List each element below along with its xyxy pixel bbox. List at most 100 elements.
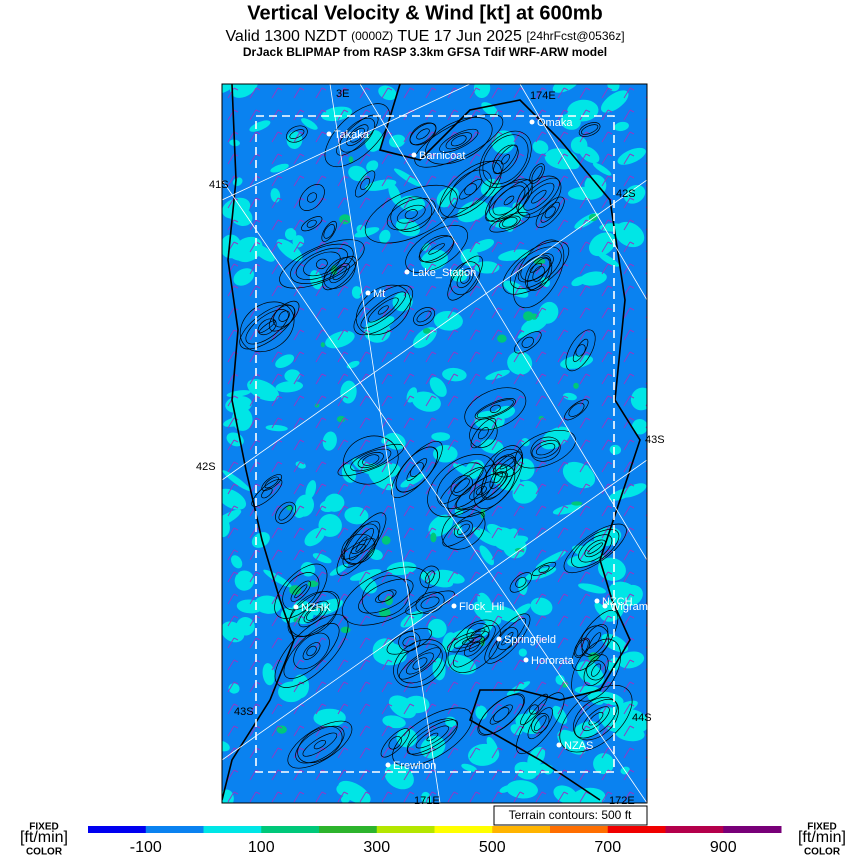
updraft-area <box>630 387 647 411</box>
contour-line <box>293 632 330 670</box>
wind-barb <box>359 681 371 693</box>
wind-barb <box>337 219 349 231</box>
contour-line <box>591 663 602 677</box>
updraft-area <box>614 121 629 132</box>
wind-barb <box>293 241 305 253</box>
wind-barb <box>403 329 415 341</box>
contour-line <box>416 128 430 140</box>
updraft-area <box>351 286 362 299</box>
updraft-area <box>291 674 310 699</box>
wind-barb <box>271 219 283 231</box>
colorbar-side-label: COLOR <box>26 847 63 858</box>
utc-time: (0000Z) <box>351 29 393 43</box>
contour-line <box>588 632 602 649</box>
updraft-area <box>500 528 518 548</box>
wind-barb <box>403 571 415 583</box>
wind-barb <box>557 131 569 143</box>
wind-barb <box>469 153 481 165</box>
updraft-area <box>313 708 346 727</box>
contour-line <box>450 475 473 497</box>
contour-line <box>445 132 472 150</box>
updraft-area <box>517 318 544 339</box>
contour-line <box>398 631 421 652</box>
wind-barb <box>337 703 349 715</box>
wind-barb <box>623 417 635 429</box>
contour-line <box>406 458 428 481</box>
wind-barb <box>535 395 547 407</box>
contour-line <box>282 572 320 611</box>
wind-barb <box>535 505 547 517</box>
contour-line <box>517 253 554 283</box>
wind-barb <box>425 505 437 517</box>
contour-line <box>492 448 523 478</box>
wind-barb <box>535 549 547 561</box>
longitude-line <box>519 84 647 301</box>
wind-barb <box>293 791 305 803</box>
colorbar-swatch <box>203 826 262 833</box>
wind-barb <box>271 285 283 297</box>
wind-barb <box>271 571 283 583</box>
contour-line <box>424 570 435 584</box>
contour-line <box>459 179 483 200</box>
updraft-area <box>493 405 516 420</box>
contour-line <box>413 307 436 326</box>
wind-barb <box>535 109 547 121</box>
valid-time: Valid 1300 NZDT <box>225 28 347 45</box>
wind-barb <box>557 219 569 231</box>
map <box>222 84 647 803</box>
place-marker <box>451 603 457 609</box>
updraft-area <box>530 597 553 616</box>
wind-barb <box>293 527 305 539</box>
contour-line <box>449 169 492 209</box>
wind-barb <box>425 307 437 319</box>
updraft-area <box>584 174 607 197</box>
wind-barb <box>271 659 283 671</box>
wind-barb <box>557 549 569 561</box>
wind-barb <box>579 681 591 693</box>
updraft-area <box>457 200 489 223</box>
contour-line <box>426 732 439 742</box>
contour-line <box>446 630 490 653</box>
updraft-area <box>608 581 637 604</box>
wind-barb <box>425 703 437 715</box>
wind-barb <box>359 241 371 253</box>
wind-barb <box>579 351 591 363</box>
wind-barb <box>403 505 415 517</box>
wind-barb <box>293 549 305 561</box>
updraft-area <box>506 780 538 799</box>
contour-line <box>565 329 596 372</box>
contour-line <box>303 251 341 277</box>
contour-line <box>402 636 417 647</box>
contour-line <box>499 456 516 470</box>
wind-barb <box>491 373 503 385</box>
wind-barb <box>425 527 437 539</box>
place-label: NZHK <box>301 602 332 614</box>
contour-line <box>274 563 328 619</box>
wind-barb <box>249 197 261 209</box>
wind-barb <box>271 703 283 715</box>
contour-line <box>527 257 551 290</box>
wind-barb <box>623 219 635 231</box>
contour-line <box>581 624 609 657</box>
contour-line <box>515 429 576 469</box>
wind-barb <box>469 329 481 341</box>
updraft-area <box>582 660 597 677</box>
updraft-area <box>393 168 421 187</box>
wind-barb <box>425 615 437 627</box>
updraft-area <box>592 162 612 176</box>
contour-line <box>261 487 273 499</box>
contour-line <box>290 580 311 602</box>
wind-barb <box>513 241 525 253</box>
wind-barb <box>579 87 591 99</box>
wind-barb <box>491 505 503 517</box>
wind-barb <box>403 351 415 363</box>
wind-barb <box>535 439 547 451</box>
grid-label: 44S <box>632 712 652 724</box>
wind-barb <box>469 593 481 605</box>
wind-barb <box>337 329 349 341</box>
wind-barb <box>315 461 327 473</box>
contour-line <box>360 177 371 190</box>
wind-barb <box>491 307 503 319</box>
contour-line <box>520 254 552 281</box>
wind-barb <box>557 153 569 165</box>
